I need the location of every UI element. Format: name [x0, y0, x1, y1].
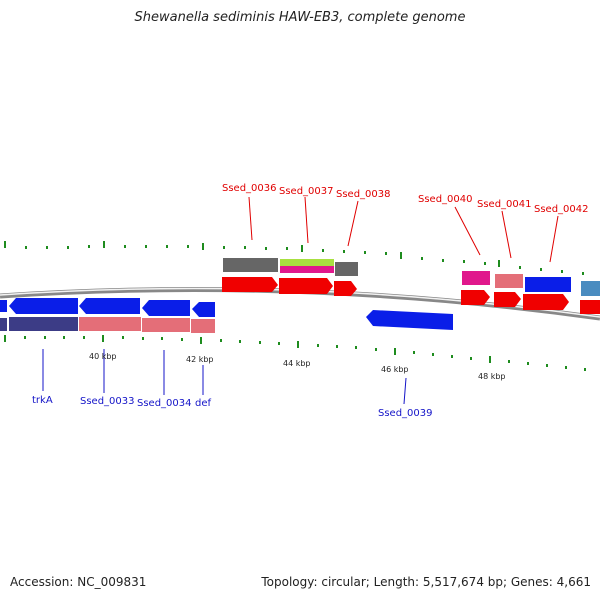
accession-text: Accession: NC_009831 [10, 575, 147, 589]
gene-red-ssed-0038[interactable] [334, 281, 357, 296]
scale-label-46kbp: 46 kbp [381, 365, 409, 374]
upper-tick-marks [4, 241, 584, 275]
genome-summary-text: Topology: circular; Length: 5,517,674 bp… [261, 575, 591, 589]
gene-navy-left-stub[interactable] [0, 318, 7, 331]
map-title: Shewanella sediminis HAW-EB3, complete g… [134, 10, 466, 25]
gene-blue-ssed-0039[interactable] [366, 310, 453, 330]
gene-blue-ssed-0034[interactable] [142, 300, 190, 316]
gene-label-def[interactable]: def [195, 398, 212, 409]
gene-blue-def[interactable] [192, 302, 215, 317]
gene-magenta-ssed-0037[interactable] [280, 266, 334, 273]
gene-label-ssed-0036[interactable]: Ssed_0036 [222, 183, 277, 194]
gene-label-ssed-0037[interactable]: Ssed_0037 [279, 186, 334, 197]
top-leader-lines [248, 196, 559, 263]
scale-label-48kbp: 48 kbp [478, 372, 506, 381]
gene-red-ssed-0041[interactable] [494, 292, 521, 307]
gene-red-ssed-0042[interactable] [523, 294, 569, 310]
gene-label-ssed-0034[interactable]: Ssed_0034 [137, 398, 192, 409]
gene-red-right-edge[interactable] [580, 300, 600, 314]
gene-gray-ssed-0036[interactable] [223, 258, 278, 272]
gene-green-ssed-0037[interactable] [280, 259, 334, 266]
gene-pink-ssed-0041[interactable] [495, 274, 523, 288]
gene-steel-right-edge[interactable] [581, 281, 600, 296]
gene-blue-ssed-0033[interactable] [79, 298, 140, 314]
lower-tick-marks [4, 335, 586, 371]
bottom-leader-lines [42, 349, 407, 405]
gene-blue-trkA[interactable] [9, 298, 78, 314]
gene-label-ssed-0033[interactable]: Ssed_0033 [80, 396, 135, 407]
gene-navy-trkA[interactable] [9, 317, 78, 331]
scale-label-40kbp: 40 kbp [89, 352, 117, 361]
gene-blue-left-1[interactable] [0, 300, 7, 312]
gene-pink-ssed-0033[interactable] [79, 317, 141, 331]
gene-blue-ssed-0042[interactable] [525, 277, 571, 292]
scale-label-44kbp: 44 kbp [283, 359, 311, 368]
gene-red-ssed-0040[interactable] [461, 290, 490, 305]
gene-red-ssed-0037[interactable] [279, 278, 333, 294]
gene-pink-ssed-0034[interactable] [142, 318, 190, 332]
gene-label-ssed-0038[interactable]: Ssed_0038 [336, 189, 391, 200]
gene-label-ssed-0042[interactable]: Ssed_0042 [534, 204, 589, 215]
gene-pink-def[interactable] [191, 319, 215, 333]
gene-gray-ssed-0038[interactable] [335, 262, 358, 276]
gene-label-ssed-0040[interactable]: Ssed_0040 [418, 194, 473, 205]
gene-magenta-ssed-0040[interactable] [462, 271, 490, 285]
gene-label-ssed-0039[interactable]: Ssed_0039 [378, 408, 433, 419]
gene-label-ssed-0041[interactable]: Ssed_0041 [477, 199, 532, 210]
scale-label-42kbp: 42 kbp [186, 355, 214, 364]
gene-red-ssed-0036[interactable] [222, 277, 278, 292]
gene-label-trkA[interactable]: trkA [32, 395, 53, 406]
